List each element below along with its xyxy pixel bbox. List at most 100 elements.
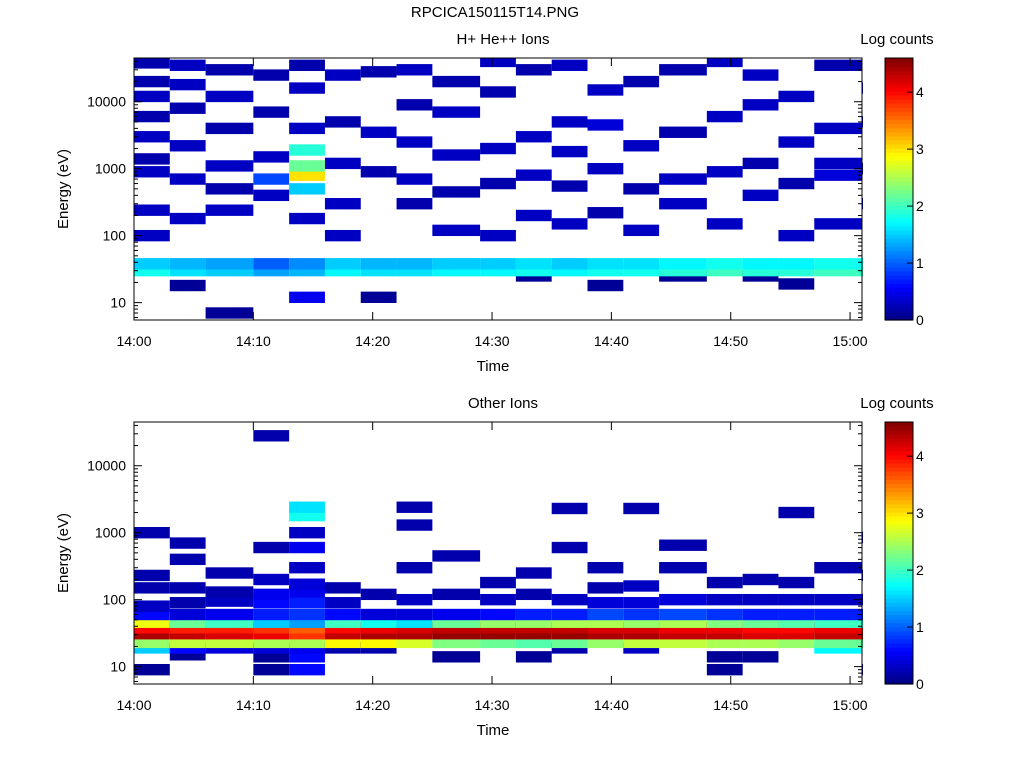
heatmap-cell <box>623 75 660 88</box>
heatmap-cell <box>515 258 552 270</box>
colorbar-frame <box>884 421 914 685</box>
colorbar-segment <box>885 450 913 456</box>
colorbar-segment <box>885 663 913 669</box>
colorbar-segment <box>885 561 913 566</box>
heatmap-cell <box>289 636 325 649</box>
heatmap-cell <box>706 608 743 621</box>
heatmap-cell <box>253 663 290 676</box>
colorbar-segment <box>885 90 913 96</box>
heatmap-cell <box>396 136 433 148</box>
heatmap-cell <box>324 628 361 640</box>
heatmap-cell <box>134 166 170 178</box>
heatmap-cell <box>814 59 862 71</box>
y-tick-label: 10 <box>110 659 126 675</box>
heatmap-cell <box>169 597 206 609</box>
y-tick-label: 10 <box>110 295 126 311</box>
heatmap-cell <box>587 616 624 628</box>
x-tick-label: 14:50 <box>713 697 748 713</box>
heatmap-cell <box>551 636 588 649</box>
colorbar-segment <box>885 520 913 525</box>
heatmap-cell <box>551 541 588 554</box>
colorbar-segment <box>885 426 913 431</box>
heatmap-cell <box>253 258 290 270</box>
colorbar-segment <box>885 446 913 452</box>
colorbar-segment <box>885 553 913 558</box>
heatmap-cell <box>742 69 779 81</box>
colorbar-segment <box>885 651 913 656</box>
heatmap-cell <box>432 149 481 161</box>
colorbar-segment <box>885 270 913 276</box>
heatmap-cell <box>324 229 361 242</box>
heatmap-cell <box>289 651 325 663</box>
heatmap-cell <box>742 157 779 170</box>
colorbar-segment <box>885 569 913 575</box>
colorbar-segment <box>885 544 913 550</box>
heatmap-cell <box>515 264 552 277</box>
heatmap-cell <box>551 264 588 277</box>
colorbar-segment <box>885 94 913 100</box>
colorbar-tick-label: 3 <box>916 141 924 157</box>
heatmap-cell <box>134 636 170 649</box>
heatmap-cell <box>396 616 433 628</box>
colorbar-segment <box>885 548 913 554</box>
heatmap-cell <box>289 628 325 640</box>
heatmap-cell <box>205 64 254 76</box>
heatmap-cell <box>587 264 624 277</box>
y-tick-label: 1000 <box>95 525 126 541</box>
heatmap-cell <box>551 593 588 606</box>
colorbar-segment <box>885 585 913 591</box>
heatmap-cell <box>432 608 481 621</box>
heatmap-cell <box>659 593 707 606</box>
colorbar-segment <box>885 311 913 317</box>
x-tick-label: 14:40 <box>594 333 629 349</box>
colorbar-segment <box>885 495 913 501</box>
colorbar-segment <box>885 254 913 260</box>
heatmap-cell <box>515 567 552 579</box>
colorbar-segment <box>885 172 913 178</box>
heatmap-cell <box>587 636 624 649</box>
heatmap-cell <box>587 163 624 175</box>
colorbar-segment <box>885 86 913 92</box>
heatmap-cell <box>289 160 325 172</box>
x-tick-label: 14:30 <box>475 697 510 713</box>
heatmap-cell <box>134 264 170 277</box>
heatmap-cell <box>706 651 743 663</box>
colorbar-tick-label: 1 <box>916 619 924 635</box>
heatmap-cell <box>289 586 325 598</box>
colorbar-segment <box>885 201 913 206</box>
heatmap-cell <box>778 576 815 589</box>
colorbar-segment <box>885 193 913 198</box>
heatmap-cell <box>205 567 254 579</box>
heatmap-cell <box>396 636 433 649</box>
heatmap-cell <box>814 616 862 628</box>
colorbar-segment <box>885 483 913 489</box>
x-tick-label: 14:00 <box>116 333 151 349</box>
heatmap-cell <box>289 663 325 676</box>
heatmap-cell <box>480 636 516 649</box>
colorbar-segment <box>885 189 913 194</box>
heatmap-cell <box>480 229 516 242</box>
colorbar-segment <box>885 250 913 256</box>
heatmap-cell <box>706 628 743 640</box>
heatmap-cell <box>324 198 361 210</box>
colorbar-segment <box>885 524 913 530</box>
colorbar-segment <box>885 462 913 468</box>
colorbar-segment <box>885 205 913 211</box>
colorbar-tick-label: 4 <box>916 448 924 464</box>
y-tick-label: 100 <box>103 592 127 608</box>
heatmap-cell <box>623 258 660 270</box>
heatmap-cell <box>742 608 779 621</box>
x-tick-label: 14:20 <box>355 333 390 349</box>
colorbar-segment <box>885 606 913 611</box>
heatmap-cell <box>515 628 552 640</box>
x-tick-label: 14:30 <box>475 333 510 349</box>
colorbar-segment <box>885 291 913 297</box>
colorbar-segment <box>885 62 913 67</box>
heatmap-cell <box>396 519 433 531</box>
heatmap-cell <box>742 99 779 111</box>
heatmap-cell <box>289 501 325 513</box>
heatmap-cell <box>742 573 779 586</box>
heatmap-cell <box>659 628 707 640</box>
colorbar-segment <box>885 70 913 75</box>
colorbar-segment <box>885 512 913 517</box>
